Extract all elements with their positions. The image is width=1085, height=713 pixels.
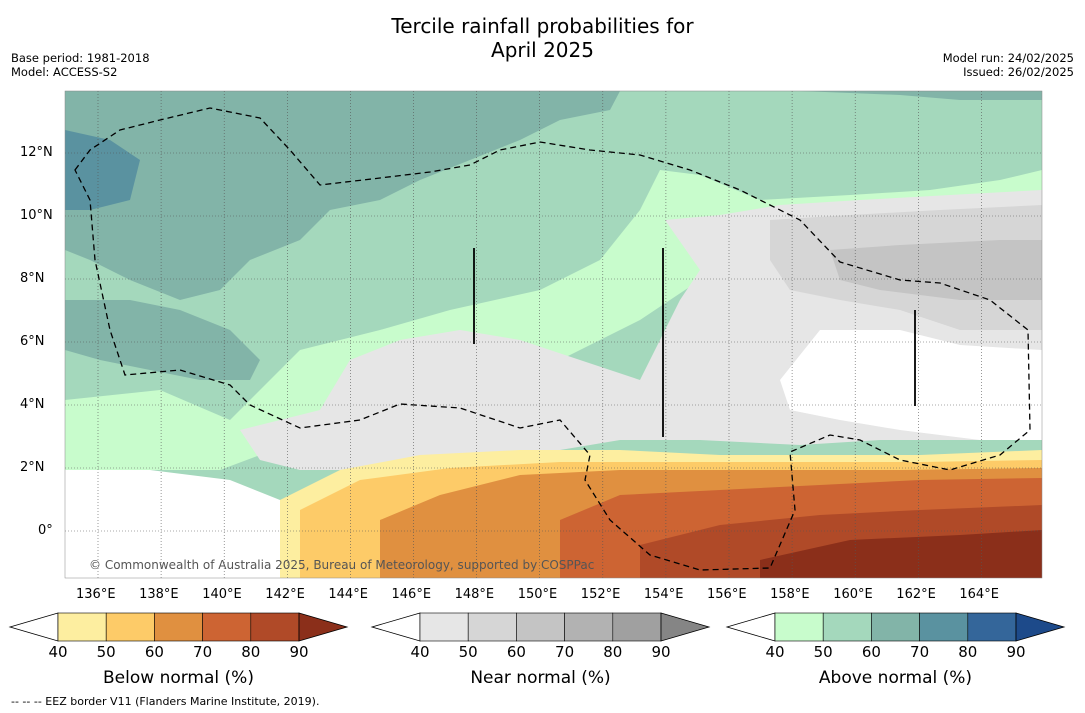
lon-label: 144°E xyxy=(328,587,368,602)
colorbar-tick: 80 xyxy=(603,643,623,661)
lon-label: 162°E xyxy=(896,587,936,602)
colorbars xyxy=(8,612,1066,642)
colorbar-tick: 60 xyxy=(506,643,526,661)
lon-label: 160°E xyxy=(833,587,873,602)
copyright-text: © Commonwealth of Australia 2025, Bureau… xyxy=(89,558,595,572)
colorbar-tick: 90 xyxy=(1006,643,1026,661)
region-below-max xyxy=(760,530,1042,578)
model-name: Model: ACCESS-S2 xyxy=(11,65,118,79)
eez-footnote: -- -- -- EEZ border V11 (Flanders Marine… xyxy=(11,695,320,708)
issued-date: Issued: 26/02/2025 xyxy=(963,65,1074,79)
lat-label: 0° xyxy=(38,523,53,538)
lon-label: 164°E xyxy=(959,587,999,602)
lon-label: 136°E xyxy=(76,587,116,602)
lon-label: 142°E xyxy=(265,587,305,602)
colorbar-segment xyxy=(419,612,469,642)
meta-left: Base period: 1981-2018 Model: ACCESS-S2 xyxy=(11,51,150,79)
colorbar-tick: 60 xyxy=(144,643,164,661)
title-line-2: April 2025 xyxy=(491,38,594,62)
lat-label: 12°N xyxy=(20,145,53,160)
colorbar-arrow-left xyxy=(8,612,59,642)
colorbar-arrow-right xyxy=(1015,612,1066,642)
region-near-70 xyxy=(830,240,1042,300)
title-line-1: Tercile rainfall probabilities for xyxy=(391,14,694,38)
colorbar-segment xyxy=(871,612,920,642)
map-frame xyxy=(64,90,1043,579)
colorbar-tick: 40 xyxy=(48,643,68,661)
base-period: Base period: 1981-2018 xyxy=(11,51,150,65)
colorbar-title: Below normal (%) xyxy=(103,668,254,688)
colorbar-segment xyxy=(467,612,517,642)
map-panel xyxy=(65,91,1042,578)
colorbar-title: Near normal (%) xyxy=(470,668,611,688)
colorbar-segment xyxy=(564,612,614,642)
colorbar-segment xyxy=(774,612,824,642)
colorbar-segment xyxy=(967,612,1017,642)
colorbar-tick: 80 xyxy=(241,643,261,661)
model-run: Model run: 24/02/2025 xyxy=(942,51,1074,65)
colorbar-tick: 80 xyxy=(958,643,978,661)
colorbar-segment xyxy=(612,612,662,642)
colorbar-arrow-right xyxy=(298,612,349,642)
chart-title: Tercile rainfall probabilities for April… xyxy=(0,14,1085,62)
lat-label: 8°N xyxy=(20,271,45,286)
lon-label: 158°E xyxy=(770,587,810,602)
colorbar-segment xyxy=(919,612,969,642)
lon-label: 146°E xyxy=(391,587,432,602)
colorbar-tick: 90 xyxy=(289,643,309,661)
region-white-left xyxy=(65,470,280,578)
lon-label: 150°E xyxy=(517,587,558,602)
lon-label: 140°E xyxy=(202,587,242,602)
region-white-right xyxy=(780,330,1042,440)
lon-label: 138°E xyxy=(139,587,179,602)
lat-label: 2°N xyxy=(20,460,45,475)
colorbar-tick: 50 xyxy=(96,643,116,661)
lat-label: 10°N xyxy=(20,208,53,223)
grid-lines xyxy=(65,91,1042,578)
meta-right: Model run: 24/02/2025 Issued: 26/02/2025 xyxy=(943,51,1074,79)
colorbar-arrow-right xyxy=(660,612,711,642)
lon-label: 156°E xyxy=(707,587,747,602)
region-above-80 xyxy=(65,130,140,210)
colorbar-tick: 90 xyxy=(651,643,671,661)
colorbar-arrow-left xyxy=(370,612,421,642)
colorbar-tick: 70 xyxy=(910,643,930,661)
colorbar-segment xyxy=(57,612,107,642)
colorbar-tick: 60 xyxy=(861,643,881,661)
colorbar-segment xyxy=(154,612,203,642)
colorbar-tick: 70 xyxy=(555,643,575,661)
colorbar-tick: 50 xyxy=(458,643,478,661)
lon-label: 148°E xyxy=(454,587,495,602)
lon-label: 152°E xyxy=(580,587,621,602)
region-above-70 xyxy=(65,91,620,300)
colorbar-segment xyxy=(250,612,300,642)
colorbar-segment xyxy=(105,612,155,642)
eez-border xyxy=(74,107,1031,571)
colorbar-segment xyxy=(202,612,252,642)
colorbar-segment xyxy=(822,612,872,642)
colorbar-tick: 40 xyxy=(765,643,785,661)
lon-label: 154°E xyxy=(643,587,684,602)
region-above-70b xyxy=(65,300,260,380)
colorbar-tick: 50 xyxy=(813,643,833,661)
colorbar-title: Above normal (%) xyxy=(818,668,973,688)
colorbar-tick: 40 xyxy=(410,643,430,661)
colorbar-tick: 70 xyxy=(193,643,213,661)
lat-label: 6°N xyxy=(20,334,45,349)
lat-label: 4°N xyxy=(20,397,45,412)
colorbar-segment xyxy=(516,612,565,642)
colorbar-arrow-left xyxy=(725,612,776,642)
